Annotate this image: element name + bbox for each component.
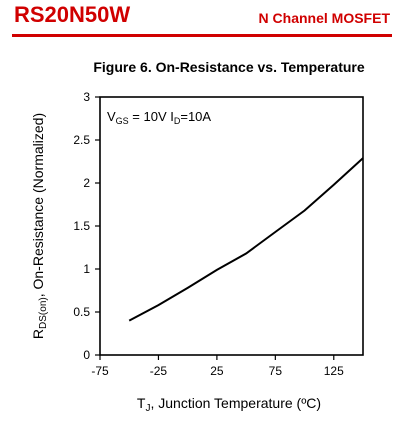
annotation-v-rest: = 10V I — [129, 109, 174, 124]
annotation-v-sub: GS — [116, 116, 129, 126]
annotation-v: V — [107, 109, 116, 124]
device-type: N Channel MOSFET — [258, 10, 390, 26]
part-number: RS20N50W — [14, 2, 131, 27]
y-tick-label: 1 — [83, 262, 90, 276]
y-tick-label: 0 — [83, 348, 90, 362]
header-rule — [12, 34, 392, 37]
annotation-i-sub: D — [174, 116, 181, 126]
x-tick-label: -25 — [150, 364, 168, 378]
chart-title: Figure 6. On-Resistance vs. Temperature — [93, 59, 364, 75]
x-tick-label: 125 — [324, 364, 344, 378]
test-condition-annotation: VGS = 10V ID=10A — [107, 109, 211, 126]
y-axis-label-sub: DS(on) — [38, 297, 49, 329]
y-tick-label: 3 — [83, 90, 90, 104]
plot-frame — [99, 96, 364, 356]
x-axis-label-sub: J — [145, 403, 150, 414]
y-axis-label-main: R — [30, 329, 46, 339]
x-tick-label: -75 — [91, 364, 109, 378]
y-tick-label: 2 — [83, 176, 90, 190]
x-tick-label: 25 — [210, 364, 224, 378]
annotation-i-rest: =10A — [180, 109, 211, 124]
y-axis-label-rest: , On-Resistance (Normalized) — [30, 113, 46, 297]
x-ticks: -75 -25 25 75 125 — [91, 355, 344, 378]
header: RS20N50W N Channel MOSFET — [12, 0, 392, 37]
series-line — [128, 157, 364, 322]
x-tick-label: 75 — [269, 364, 283, 378]
y-tick-label: 0.5 — [73, 305, 90, 319]
x-axis-label-rest: , Junction Temperature (ºC) — [150, 395, 321, 411]
y-tick-label: 2.5 — [73, 133, 90, 147]
x-axis-label: TJ, Junction Temperature (ºC) — [137, 395, 321, 414]
x-axis-label-main: T — [137, 395, 146, 411]
y-axis-label: RDS(on), On-Resistance (Normalized) — [30, 113, 49, 339]
y-ticks: 0 0.5 1 1.5 2 2.5 3 — [73, 90, 100, 362]
y-tick-label: 1.5 — [73, 219, 90, 233]
